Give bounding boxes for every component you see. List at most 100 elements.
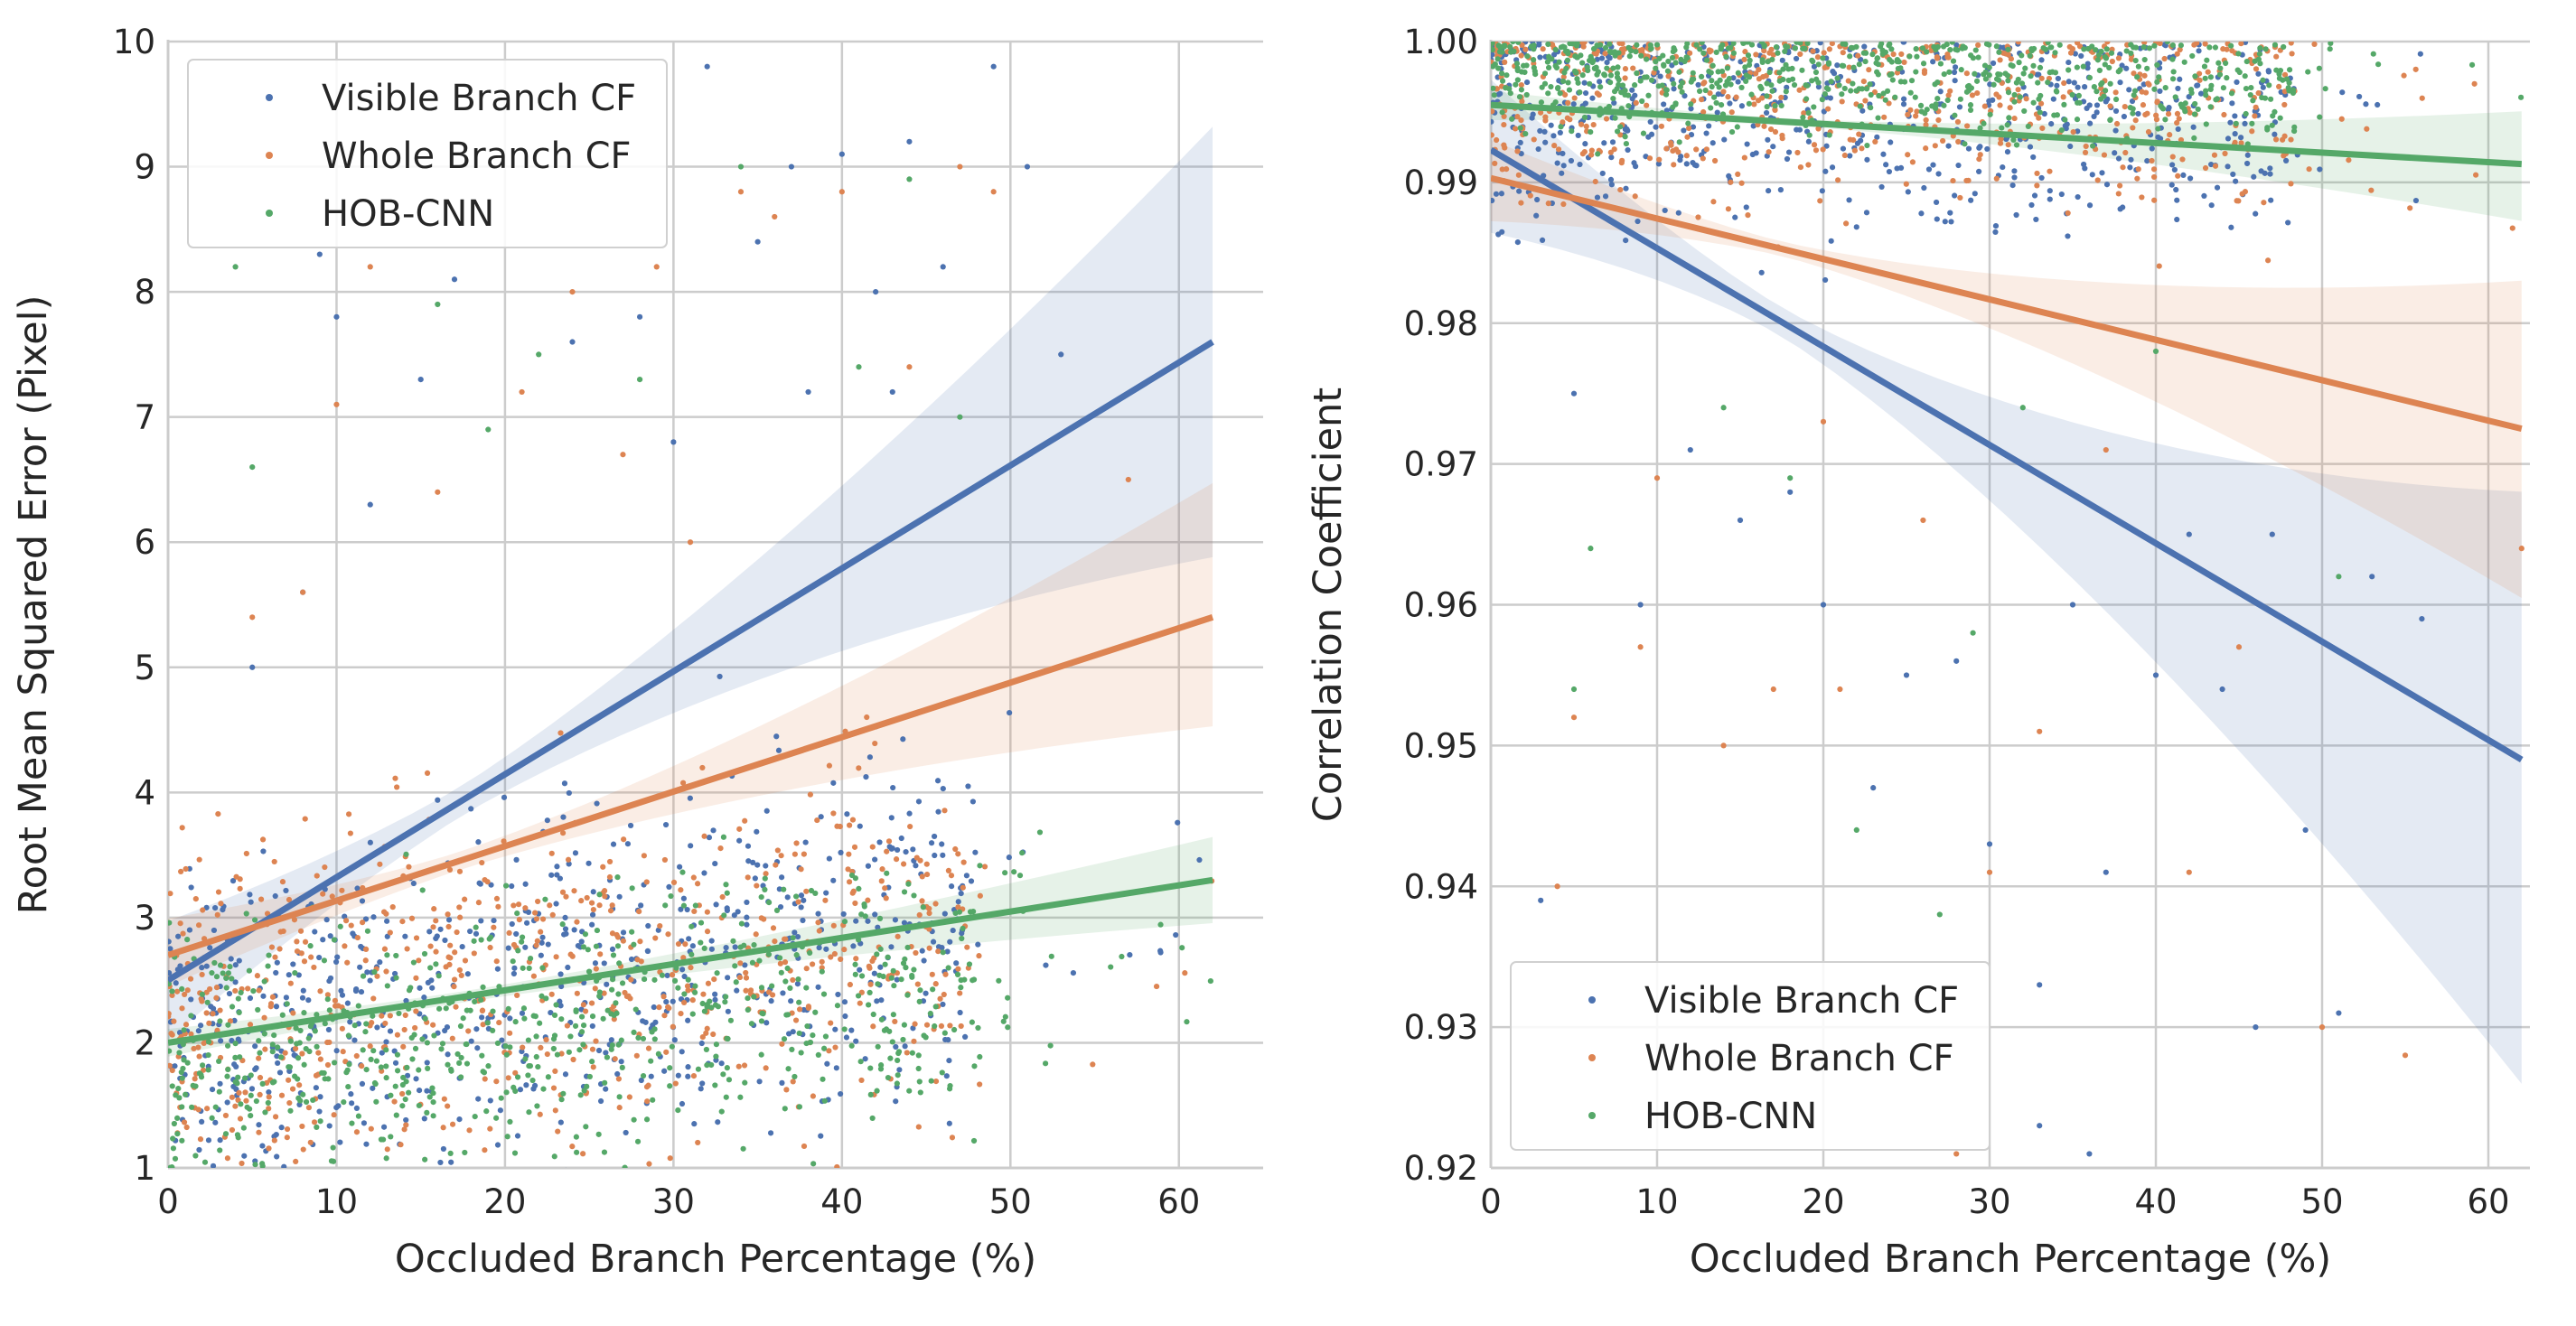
data-point xyxy=(1793,55,1800,62)
data-point xyxy=(1874,55,1880,61)
data-point xyxy=(2177,76,2183,82)
data-point xyxy=(754,862,761,868)
data-point xyxy=(206,1020,212,1026)
data-point xyxy=(1913,113,1919,119)
data-point xyxy=(750,859,756,865)
data-point xyxy=(865,918,871,924)
data-point xyxy=(1653,59,1659,65)
data-point xyxy=(301,1061,307,1068)
data-point xyxy=(1970,630,1976,636)
data-point xyxy=(1653,42,1661,48)
data-point xyxy=(1639,98,1645,105)
data-point xyxy=(504,1134,511,1140)
data-point xyxy=(498,1095,504,1101)
x-tick-label: 40 xyxy=(820,1182,863,1221)
data-point xyxy=(1986,72,1992,79)
data-point xyxy=(1863,86,1870,92)
data-point xyxy=(176,1050,183,1056)
data-point xyxy=(665,931,671,938)
data-point xyxy=(2202,42,2208,47)
data-point xyxy=(2045,79,2051,86)
data-point xyxy=(715,1004,721,1010)
data-point xyxy=(932,981,939,987)
data-point xyxy=(1968,197,1974,203)
data-point xyxy=(965,783,971,789)
data-point xyxy=(2112,89,2119,96)
data-point xyxy=(855,993,862,999)
data-point xyxy=(1947,88,1953,94)
data-point xyxy=(399,1090,406,1097)
data-point xyxy=(570,1056,576,1063)
data-point xyxy=(586,1073,593,1080)
data-point xyxy=(865,863,872,869)
data-point xyxy=(229,1094,235,1100)
data-point xyxy=(1690,70,1696,76)
data-point xyxy=(692,983,698,989)
data-point xyxy=(1701,79,1708,86)
data-point xyxy=(958,891,964,897)
data-point xyxy=(1070,970,1077,976)
data-point xyxy=(271,1134,277,1140)
data-point xyxy=(354,934,361,941)
data-point xyxy=(885,954,891,960)
data-point xyxy=(2089,172,2095,178)
data-point xyxy=(604,981,610,987)
data-point xyxy=(588,1000,595,1006)
data-point xyxy=(1924,107,1930,113)
data-point xyxy=(1606,103,1613,110)
data-point xyxy=(1747,57,1753,63)
data-point xyxy=(1914,53,1920,60)
data-point xyxy=(1725,94,1731,100)
data-point xyxy=(268,944,276,950)
data-point xyxy=(590,1064,596,1070)
data-point xyxy=(433,918,439,924)
data-point xyxy=(2107,117,2113,124)
data-point xyxy=(1952,192,1958,199)
data-point xyxy=(346,1061,352,1068)
data-point xyxy=(242,1089,248,1096)
data-point xyxy=(430,1022,436,1028)
data-point xyxy=(1653,65,1659,71)
data-point xyxy=(1920,61,1927,67)
data-point xyxy=(2102,88,2109,94)
data-point xyxy=(1553,64,1560,71)
data-point xyxy=(1953,658,1960,664)
data-point xyxy=(480,984,486,990)
data-point xyxy=(443,1005,449,1012)
data-point xyxy=(551,1153,557,1160)
data-point xyxy=(471,938,477,944)
data-point xyxy=(723,945,729,951)
data-point xyxy=(1913,46,1919,52)
data-point xyxy=(2270,113,2276,119)
data-point xyxy=(317,1094,323,1100)
data-point xyxy=(552,1172,557,1177)
data-point xyxy=(1782,94,1788,101)
data-point xyxy=(448,1066,454,1073)
data-point xyxy=(1935,117,1942,124)
data-point xyxy=(1588,129,1594,135)
data-point xyxy=(2048,121,2055,127)
data-point xyxy=(1819,188,1825,194)
data-point xyxy=(262,1109,268,1116)
data-point xyxy=(1873,60,1879,66)
data-point xyxy=(2247,91,2253,98)
data-point xyxy=(525,1072,531,1079)
data-point xyxy=(303,1098,310,1106)
data-point xyxy=(1157,921,1164,928)
data-point xyxy=(1697,46,1703,52)
data-point xyxy=(241,1169,247,1174)
data-point xyxy=(1597,79,1603,85)
data-point xyxy=(438,1046,445,1052)
data-point xyxy=(1717,77,1723,83)
data-point xyxy=(1603,116,1610,122)
data-point xyxy=(1888,139,1894,145)
data-point xyxy=(1648,45,1654,51)
data-point xyxy=(274,1153,280,1160)
data-point xyxy=(2119,62,2125,69)
data-point xyxy=(523,920,530,926)
data-point xyxy=(266,952,272,958)
data-point xyxy=(758,893,764,901)
data-point xyxy=(853,918,859,924)
data-point xyxy=(451,984,457,990)
data-point xyxy=(1720,405,1727,411)
